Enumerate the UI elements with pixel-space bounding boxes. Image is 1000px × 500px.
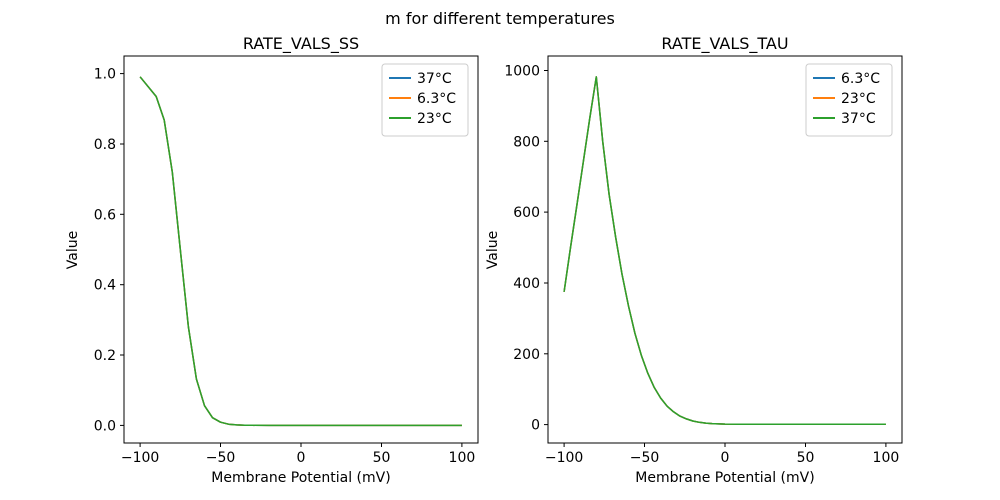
- ss-y-axis-label: Value: [65, 230, 81, 270]
- legend-label: 6.3°C: [841, 71, 880, 87]
- x-tick-label: 100: [449, 450, 476, 466]
- y-tick-label: 400: [513, 276, 540, 292]
- ss-x-axis-label: Membrane Potential (mV): [211, 470, 391, 486]
- x-tick-label: −100: [545, 450, 583, 466]
- subplot-ss-title: RATE_VALS_SS: [242, 34, 360, 53]
- y-tick-label: 0.8: [94, 137, 116, 153]
- x-tick-label: −50: [630, 450, 660, 466]
- axes-spines: [123, 55, 479, 444]
- y-tick-label: 1000: [504, 64, 540, 80]
- tau-y-axis-label: Value: [485, 230, 501, 270]
- legend-label: 37°C: [841, 111, 876, 127]
- x-tick-label: 0: [297, 450, 306, 466]
- x-tick-label: 50: [373, 450, 391, 466]
- legend-label: 6.3°C: [417, 91, 456, 107]
- x-tick-label: −50: [206, 450, 236, 466]
- y-tick-label: 0.6: [94, 207, 116, 223]
- legend: 6.3°C 23°C 37°C: [805, 63, 893, 137]
- y-tick-label: 0.4: [94, 278, 116, 294]
- legend: 37°C 6.3°C 23°C: [381, 63, 469, 137]
- tau-x-axis-label: Membrane Potential (mV): [635, 470, 815, 486]
- x-tick-label: 50: [797, 450, 815, 466]
- legend-label: 37°C: [417, 71, 452, 87]
- subplot-tau-title: RATE_VALS_TAU: [661, 34, 789, 53]
- series-line-37C: [563, 76, 886, 426]
- y-tick-label: 0.2: [94, 348, 116, 364]
- series-line-23C: [139, 76, 462, 427]
- y-tick-label: 200: [513, 347, 540, 363]
- y-tick-label: 600: [513, 205, 540, 221]
- y-tick-label: 0: [531, 418, 540, 434]
- x-tick-label: −100: [121, 450, 159, 466]
- x-tick-label: 100: [873, 450, 900, 466]
- figure-title: m for different temperatures: [385, 9, 615, 28]
- y-tick-label: 0.0: [94, 418, 116, 434]
- legend-label: 23°C: [841, 91, 876, 107]
- ss-plot-area: −100 −50 0 50 100 0.0 0.2 0.4 0.6 0.8 1.0 37°C 6.3°C…: [94, 55, 479, 466]
- axes-spines: [547, 55, 903, 444]
- y-tick-label: 1.0: [94, 67, 116, 83]
- legend-label: 23°C: [417, 111, 452, 127]
- x-tick-label: 0: [721, 450, 730, 466]
- y-tick-label: 800: [513, 134, 540, 150]
